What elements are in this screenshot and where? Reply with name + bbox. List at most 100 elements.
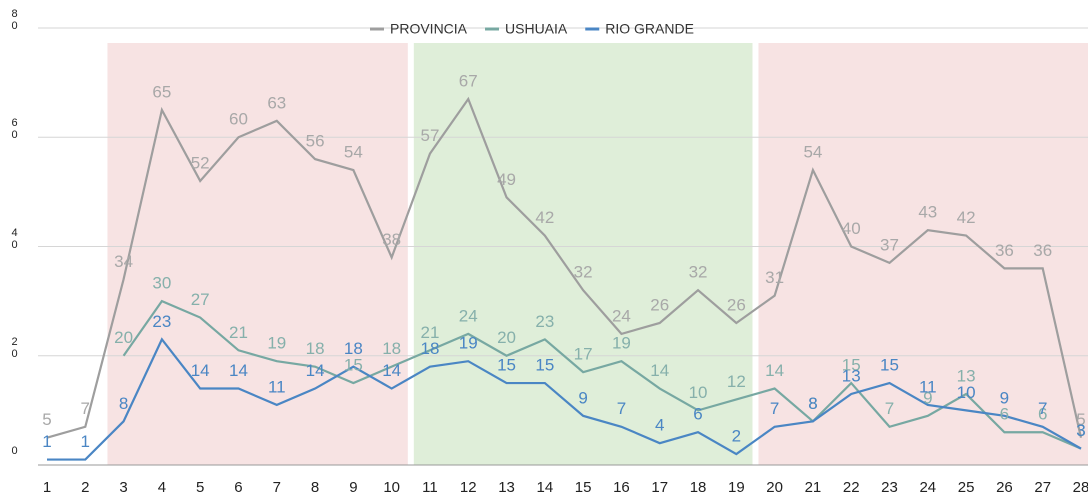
data-label: 54 (344, 143, 363, 162)
y-tick-label: 60 (11, 117, 18, 142)
data-label: 23 (535, 312, 554, 331)
data-label: 63 (267, 93, 286, 112)
x-tick-label: 12 (460, 479, 477, 496)
data-label: 3 (1076, 421, 1085, 440)
x-tick-label: 21 (805, 479, 822, 496)
data-label: 54 (803, 143, 822, 162)
data-label: 7 (617, 399, 626, 418)
x-tick-label: 5 (196, 479, 204, 496)
x-tick-label: 24 (919, 479, 936, 496)
data-label: 60 (229, 110, 248, 129)
data-label: 65 (152, 82, 171, 101)
legend-label: RIO GRANDE (605, 21, 694, 37)
data-label: 19 (612, 334, 631, 353)
data-label: 18 (382, 339, 401, 358)
data-label: 42 (535, 208, 554, 227)
data-label: 21 (229, 323, 248, 342)
y-tick-label: 0 (11, 445, 18, 457)
series-line (122, 299, 1082, 450)
data-label: 36 (1033, 241, 1052, 260)
data-label: 7 (770, 399, 779, 418)
data-label: 18 (344, 339, 363, 358)
x-tick-label: 10 (383, 479, 400, 496)
x-tick-label: 4 (158, 479, 166, 496)
data-label: 15 (842, 356, 861, 375)
data-label: 8 (119, 394, 128, 413)
series-line (47, 337, 1082, 461)
x-tick-label: 2 (81, 479, 89, 496)
data-label: 52 (191, 153, 210, 172)
data-label: 56 (306, 132, 325, 151)
series-line (46, 96, 1083, 439)
data-label: 32 (574, 263, 593, 282)
data-label: 12 (727, 372, 746, 391)
x-tick-label: 20 (766, 479, 783, 496)
data-label: 9 (923, 388, 932, 407)
x-tick-label: 13 (498, 479, 515, 496)
data-label: 26 (727, 295, 746, 314)
data-label: 2 (732, 427, 741, 446)
x-tick-label: 18 (690, 479, 707, 496)
x-tick-label: 16 (613, 479, 630, 496)
data-label: 14 (382, 361, 401, 380)
data-label: 17 (574, 345, 593, 364)
data-label: 34 (114, 252, 133, 271)
data-label: 13 (957, 366, 976, 385)
data-label: 57 (421, 126, 440, 145)
x-tick-label: 11 (422, 479, 438, 496)
x-tick-label: 22 (843, 479, 860, 496)
data-label: 20 (497, 328, 516, 347)
data-label: 31 (765, 268, 784, 287)
data-label: 37 (880, 235, 899, 254)
data-label: 14 (229, 361, 248, 380)
data-label: 8 (808, 394, 817, 413)
data-label: 27 (191, 290, 210, 309)
data-label: 6 (1038, 405, 1047, 424)
legend-label: PROVINCIA (390, 21, 468, 37)
data-label: 11 (268, 377, 286, 396)
x-tick-label: 1 (43, 479, 51, 496)
data-label: 32 (689, 263, 708, 282)
x-tick-label: 6 (234, 479, 242, 496)
data-label: 15 (497, 356, 516, 375)
x-tick-label: 3 (119, 479, 127, 496)
x-tick-label: 25 (958, 479, 975, 496)
data-label: 18 (306, 339, 325, 358)
data-label: 49 (497, 170, 516, 189)
y-tick-label: 80 (11, 8, 18, 32)
data-label: 9 (578, 388, 587, 407)
data-label: 30 (152, 274, 171, 293)
data-label: 9 (1000, 388, 1009, 407)
data-label: 6 (693, 405, 702, 424)
data-label: 7 (81, 399, 90, 418)
data-label: 10 (957, 383, 976, 402)
data-label: 10 (689, 383, 708, 402)
data-label: 15 (344, 356, 363, 375)
x-tick-label: 7 (273, 479, 281, 496)
period-band (758, 43, 1088, 465)
x-tick-label: 15 (575, 479, 592, 496)
data-label: 14 (650, 361, 669, 380)
y-tick-label: 40 (11, 226, 18, 251)
data-label: 26 (650, 295, 669, 314)
data-label: 15 (880, 356, 899, 375)
data-label: 19 (459, 334, 478, 353)
data-label: 23 (152, 312, 171, 331)
x-tick-label: 14 (537, 479, 554, 496)
data-label: 6 (1000, 405, 1009, 424)
data-label: 21 (421, 323, 440, 342)
data-label: 18 (421, 339, 440, 358)
data-label: 8 (808, 394, 817, 413)
data-label: 24 (612, 306, 631, 325)
data-label: 4 (655, 416, 664, 435)
x-tick-label: 9 (349, 479, 357, 496)
data-label: 5 (42, 410, 51, 429)
data-label: 24 (459, 306, 478, 325)
data-label: 11 (919, 377, 937, 396)
x-tick-label: 28 (1073, 479, 1088, 496)
data-label: 43 (918, 203, 937, 222)
x-tick-label: 27 (1034, 479, 1051, 496)
data-label: 42 (957, 208, 976, 227)
